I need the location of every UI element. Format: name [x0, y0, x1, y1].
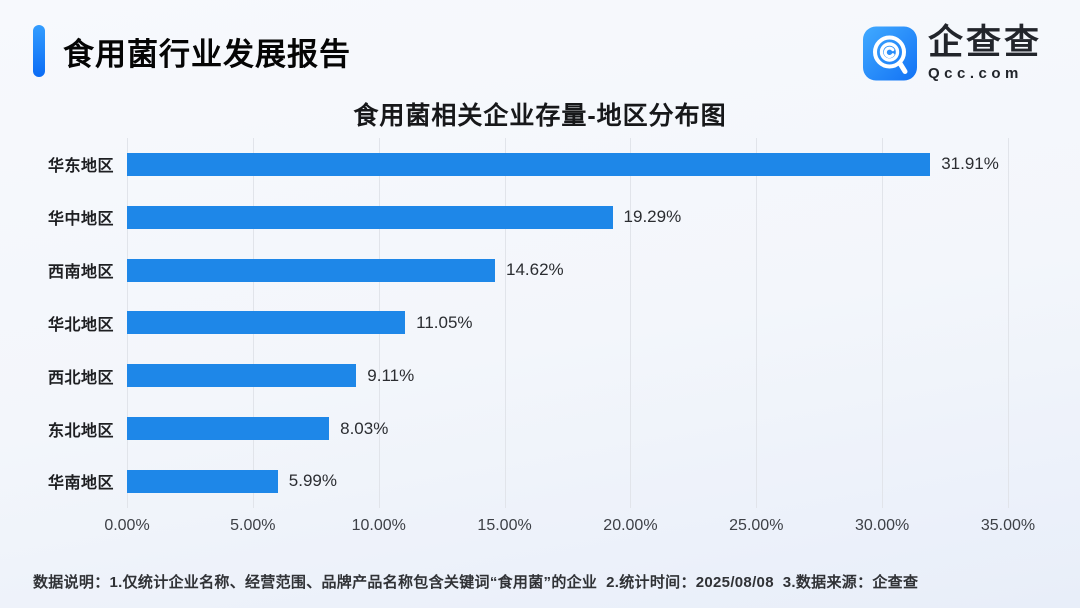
- value-label: 8.03%: [340, 418, 389, 438]
- plot-area: 华东地区 31.91% 华中地区 19.29% 西南地区 14.62% 华北地区 11.05%…: [48, 138, 1009, 508]
- gridline: [1008, 138, 1009, 508]
- x-tick-label: 15.00%: [477, 517, 532, 534]
- category-label: 东北地区: [47, 422, 114, 440]
- bar-row: 华中地区 19.29%: [48, 191, 1008, 243]
- bar: [127, 364, 357, 388]
- category-label: 华北地区: [47, 316, 114, 334]
- report-title-block: 食用菌行业发展报告: [33, 25, 351, 77]
- bar: [127, 469, 278, 493]
- gridline: [504, 138, 506, 508]
- gridline: [882, 138, 884, 508]
- bar: [127, 205, 613, 229]
- x-tick-label: 0.00%: [104, 517, 150, 534]
- x-tick-label: 30.00%: [855, 517, 910, 534]
- qcc-logo: 企查查 Qcc.com: [862, 23, 1042, 82]
- category-label: 华中地区: [47, 211, 114, 229]
- category-label: 西南地区: [47, 264, 114, 282]
- report-title: 食用菌行业发展报告: [63, 36, 351, 72]
- bar-row: 西南地区 14.62%: [48, 244, 1008, 296]
- x-tick-label: 20.00%: [603, 517, 658, 534]
- qcc-logo-domain: Qcc.com: [927, 64, 1023, 82]
- bar-rows: 华东地区 31.91% 华中地区 19.29% 西南地区 14.62% 华北地区 11.05%…: [48, 138, 1008, 508]
- category-label: 华东地区: [47, 158, 114, 176]
- header: 食用菌行业发展报告 企查查 Qcc.com: [0, 0, 1080, 92]
- value-label: 11.05%: [416, 312, 473, 332]
- x-axis: 0.00% 5.00% 10.00% 15.00% 20.00% 25.00% 30.00%…: [104, 508, 1035, 538]
- bar-row: 东北地区 8.03%: [48, 403, 1008, 455]
- title-accent-bar: [33, 25, 45, 77]
- x-tick-label: 25.00%: [729, 517, 784, 534]
- gridline: [756, 138, 758, 508]
- value-label: 31.91%: [941, 154, 999, 174]
- value-label: 9.11%: [367, 365, 415, 385]
- qcc-logo-text: 企查查 Qcc.com: [927, 23, 1042, 82]
- bar: [127, 152, 931, 176]
- bar-row: 华北地区 11.05%: [48, 297, 1008, 349]
- category-label: 西北地区: [47, 369, 114, 387]
- value-label: 19.29%: [623, 207, 682, 227]
- bar-row: 华东地区 31.91%: [48, 138, 1008, 190]
- value-label: 5.99%: [288, 471, 337, 491]
- qcc-logo-icon: [862, 26, 917, 81]
- x-tick-label: 10.00%: [351, 517, 406, 534]
- x-tick-label: 5.00%: [230, 517, 276, 534]
- qcc-logo-name: 企查查: [927, 23, 1042, 62]
- bar: [127, 258, 495, 282]
- footer-note: 数据说明：1.仅统计企业名称、经营范围、品牌产品名称包含关键词“食用菌”的企业 …: [33, 574, 919, 591]
- value-label: 14.62%: [506, 260, 564, 280]
- bar: [127, 417, 330, 441]
- x-tick-label: 35.00%: [980, 517, 1036, 534]
- gridline: [630, 138, 632, 508]
- bar-row: 西北地区 9.11%: [48, 350, 1008, 402]
- bar-row: 华南地区 5.99%: [48, 455, 1008, 507]
- bar: [127, 311, 406, 335]
- chart-title: 食用菌相关企业存量-地区分布图: [353, 102, 727, 130]
- category-label: 华南地区: [47, 475, 114, 493]
